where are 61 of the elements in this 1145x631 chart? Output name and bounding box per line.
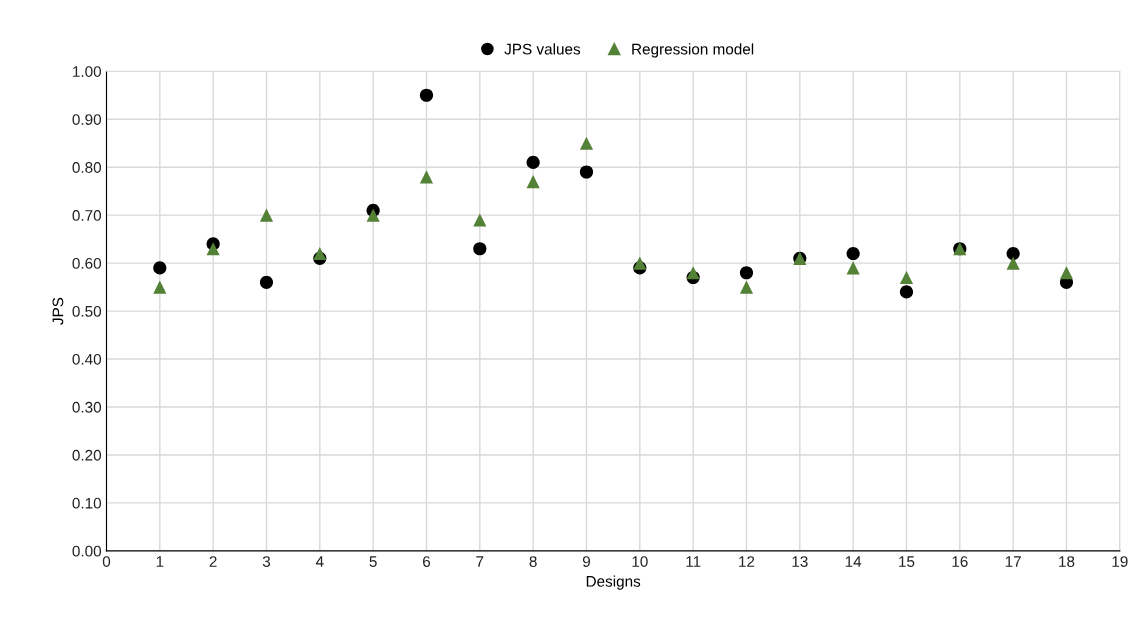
- x-tick-label: 2: [209, 556, 217, 567]
- x-tick-label: 5: [369, 556, 377, 567]
- point: [846, 246, 860, 261]
- point: [846, 261, 860, 275]
- y-tick-label: 0.10: [72, 497, 102, 509]
- x-tick-label: 6: [423, 556, 431, 567]
- x-tick-label: 11: [686, 556, 701, 567]
- x-tick-label: 9: [582, 556, 591, 567]
- point: [473, 242, 487, 256]
- y-tick-label: 0.30: [72, 401, 102, 413]
- x-tick-label: 1: [156, 556, 164, 567]
- x-tick-label: 12: [739, 556, 755, 567]
- x-tick-label: 16: [952, 556, 968, 567]
- x-tick-label: 4: [315, 556, 324, 567]
- y-tick-label: 0.20: [72, 449, 102, 461]
- x-tick-label: 17: [1005, 556, 1021, 567]
- y-tick-label: 1.00: [73, 66, 102, 77]
- x-tick-label: 3: [262, 556, 271, 567]
- x-tick-label: 18: [1059, 556, 1075, 567]
- x-tick-label: 14: [845, 556, 862, 567]
- x-tick-label: 7: [476, 556, 484, 567]
- point: [419, 170, 434, 184]
- point: [259, 208, 274, 222]
- point: [1006, 256, 1020, 270]
- point: [206, 242, 220, 256]
- legend-label: Regression model: [632, 43, 754, 58]
- point: [579, 136, 594, 150]
- point: [1059, 266, 1074, 280]
- point: [633, 256, 647, 270]
- y-tick-label: 0.60: [72, 257, 102, 269]
- y-tick-label: 0.40: [72, 353, 102, 365]
- y-tick-label: 0.80: [72, 162, 102, 173]
- x-tick-label: 19: [1112, 556, 1128, 567]
- x-tick-label: 10: [632, 556, 648, 567]
- point: [526, 175, 540, 189]
- x-tick-label: 13: [792, 556, 808, 567]
- x-tick-label: 0: [102, 556, 111, 567]
- y-tick-label: 0.70: [72, 210, 102, 221]
- y-axis-title: JPS: [52, 297, 64, 325]
- y-tick-label: 0.50: [72, 305, 102, 317]
- point: [899, 285, 914, 299]
- point: [366, 208, 380, 222]
- x-tick-label: 8: [529, 556, 537, 567]
- point: [686, 266, 700, 280]
- point: [739, 280, 754, 294]
- point: [1006, 246, 1020, 261]
- point: [579, 165, 594, 179]
- y-tick-label: 0.00: [72, 545, 102, 557]
- x-axis-title: Designs: [586, 575, 641, 590]
- point: [313, 246, 327, 261]
- point: [419, 88, 434, 102]
- legend-label: JPS values: [504, 43, 581, 55]
- point: [899, 270, 914, 285]
- point: [153, 261, 167, 275]
- point: [526, 155, 540, 170]
- point: [153, 280, 167, 294]
- y-tick-label: 0.90: [72, 114, 102, 125]
- point: [473, 213, 487, 227]
- x-tick-label: 15: [899, 556, 915, 567]
- point: [259, 275, 274, 289]
- point: [739, 266, 754, 280]
